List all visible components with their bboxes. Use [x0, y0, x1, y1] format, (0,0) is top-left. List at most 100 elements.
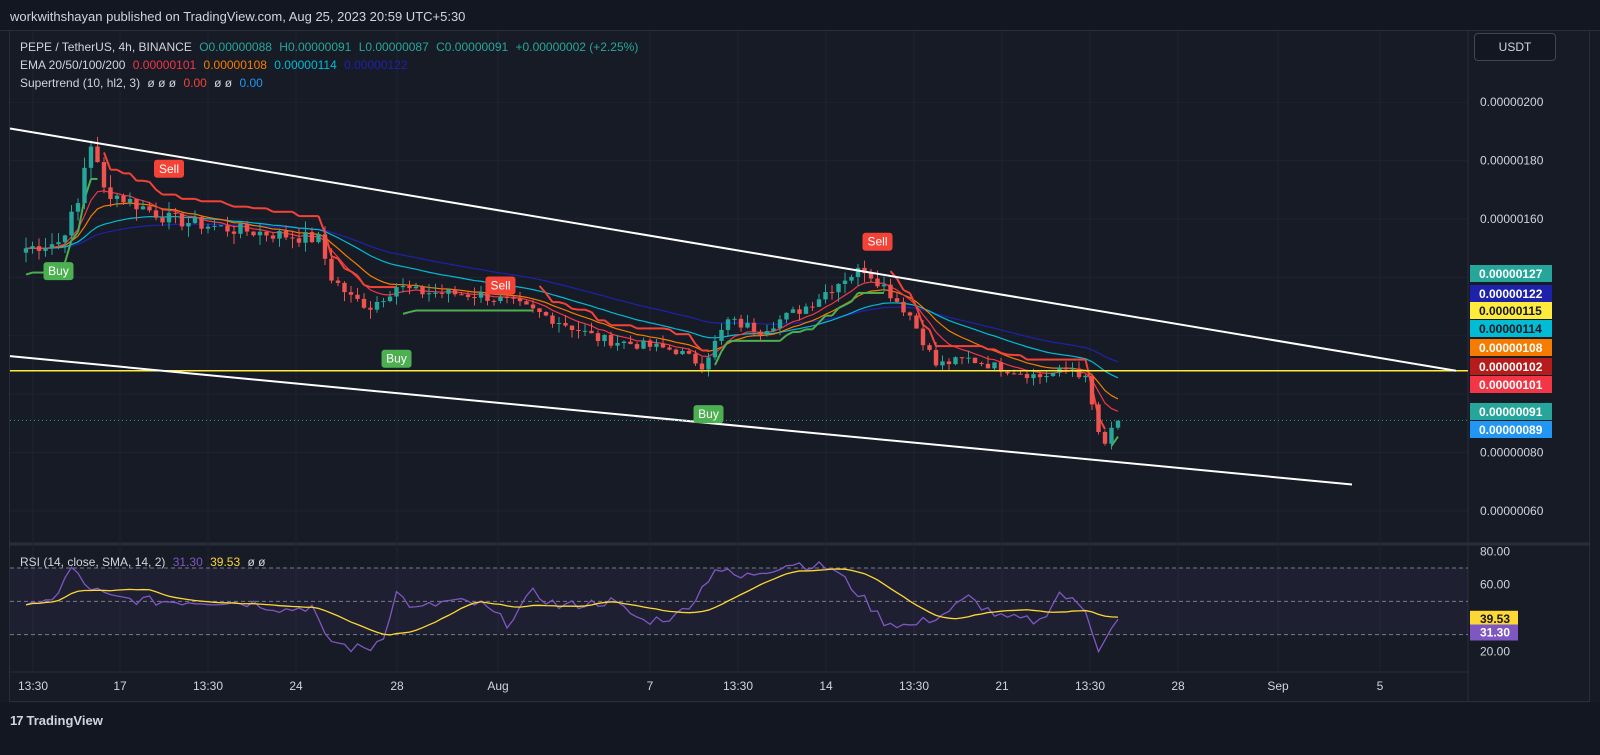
candle-body	[296, 238, 302, 243]
time-tick-label: 13:30	[899, 679, 929, 693]
supertrend-segment	[538, 285, 547, 294]
candle-body	[485, 291, 490, 301]
ema50-line	[25, 202, 1119, 400]
candle-body	[368, 307, 373, 310]
candle-body	[810, 306, 815, 308]
candle-body	[777, 319, 783, 329]
candle-body	[394, 287, 399, 297]
supertrend-segment	[844, 300, 852, 306]
supertrend-segment	[331, 255, 339, 260]
currency-button[interactable]: USDT	[1474, 33, 1556, 61]
price-tick-label: 0.00000180	[1480, 154, 1544, 168]
time-tick-label: 17	[113, 679, 127, 693]
candle-body	[114, 195, 120, 199]
candle-body	[771, 328, 776, 332]
rsi-value: 31.30	[172, 555, 203, 569]
supertrend-segment	[70, 231, 79, 241]
ohlc-low: L0.00000087	[358, 40, 429, 54]
candle-body	[784, 312, 789, 320]
supertrend-segment	[838, 304, 846, 309]
candle-body	[1063, 367, 1069, 370]
supertrend-segment	[571, 307, 579, 311]
supertrend-segment	[720, 340, 729, 352]
supertrend-label[interactable]: Supertrend (10, hl2, 3)	[20, 76, 141, 90]
candle-body	[30, 246, 35, 249]
rsi-line	[25, 560, 1119, 654]
ohlc-high: H0.00000091	[279, 40, 352, 54]
candle-body	[108, 187, 113, 199]
candle-body	[446, 289, 451, 294]
price-label-badge	[1470, 320, 1552, 337]
signal-sell-text: Sell	[159, 162, 179, 176]
candle-body	[985, 363, 991, 369]
symbol-legend: PEPE / TetherUS, 4h, BINANCE O0.00000088…	[20, 40, 642, 54]
supertrend-segment	[668, 328, 677, 335]
candle-body	[231, 231, 237, 234]
candle-body	[790, 309, 796, 313]
symbol-name[interactable]: PEPE / TetherUS, 4h, BINANCE	[20, 40, 192, 54]
rsi-tick-label: 60.00	[1480, 578, 1510, 592]
candle-body	[1115, 420, 1121, 428]
price-label-text: 0.00000115	[1479, 304, 1542, 318]
ema-label[interactable]: EMA 20/50/100/200	[20, 58, 126, 72]
supertrend-segment	[545, 292, 554, 303]
candle-body	[654, 343, 659, 347]
price-label-text: 0.00000089	[1479, 423, 1543, 437]
candle-body	[244, 223, 250, 232]
candle-body	[413, 286, 419, 289]
candle-body	[1011, 373, 1017, 375]
price-label-text: 0.00000102	[1479, 360, 1543, 374]
candle-body	[849, 276, 854, 281]
supertrend-segment	[786, 331, 794, 337]
signal-sell-badge	[154, 159, 184, 178]
chart-frame[interactable]	[9, 30, 1590, 702]
candle-body	[69, 211, 74, 236]
candle-body	[101, 162, 107, 188]
signal-buy-text: Buy	[698, 407, 719, 421]
candle-body	[283, 231, 289, 238]
supertrend-segment	[350, 270, 359, 277]
supertrend-segment	[1019, 354, 1028, 361]
supertrend-segment	[714, 350, 723, 366]
signal-buy-badge	[693, 405, 724, 424]
supertrend-segment	[363, 284, 371, 289]
time-tick-label: 21	[995, 679, 1009, 693]
supertrend-segment	[630, 324, 638, 330]
candle-body	[543, 312, 549, 316]
supertrend-segment	[831, 307, 840, 317]
price-label-badge	[1470, 403, 1552, 420]
rsi-tick-label: 20.00	[1480, 644, 1510, 658]
supertrend-segment	[603, 319, 612, 327]
supertrend-segment	[77, 198, 86, 233]
supertrend-segment	[116, 168, 124, 175]
rsi-label[interactable]: RSI (14, close, SMA, 14, 2)	[20, 555, 166, 569]
time-tick-label: 5	[1377, 679, 1384, 693]
ema50-value: 0.00000108	[203, 58, 267, 72]
candle-body	[745, 322, 750, 328]
time-tick-label: 13:30	[723, 679, 753, 693]
candle-body	[667, 347, 672, 350]
candle-body	[23, 248, 29, 253]
candle-body	[504, 297, 510, 299]
candle-body	[355, 294, 360, 299]
candle-body	[1070, 368, 1075, 370]
tradingview-logo[interactable]: 17 TradingView	[10, 713, 103, 728]
supertrend-value-1: 0.00	[183, 76, 207, 90]
candle-body	[153, 210, 159, 218]
candle-body	[680, 351, 685, 355]
candle-body	[732, 318, 737, 320]
candle-body	[901, 301, 906, 313]
candle-body	[582, 330, 588, 332]
supertrend-segment	[994, 348, 1002, 354]
candle-body	[290, 237, 295, 239]
supertrend-value-2: 0.00	[239, 76, 263, 90]
candle-body	[1024, 374, 1030, 379]
candle-body	[979, 363, 984, 365]
candle-body	[608, 334, 614, 346]
candle-body	[803, 306, 809, 314]
candle-body	[888, 284, 893, 299]
candle-body	[1109, 427, 1114, 444]
tradingview-logo-icon: 17	[10, 713, 24, 728]
price-label-badge	[1470, 421, 1552, 438]
